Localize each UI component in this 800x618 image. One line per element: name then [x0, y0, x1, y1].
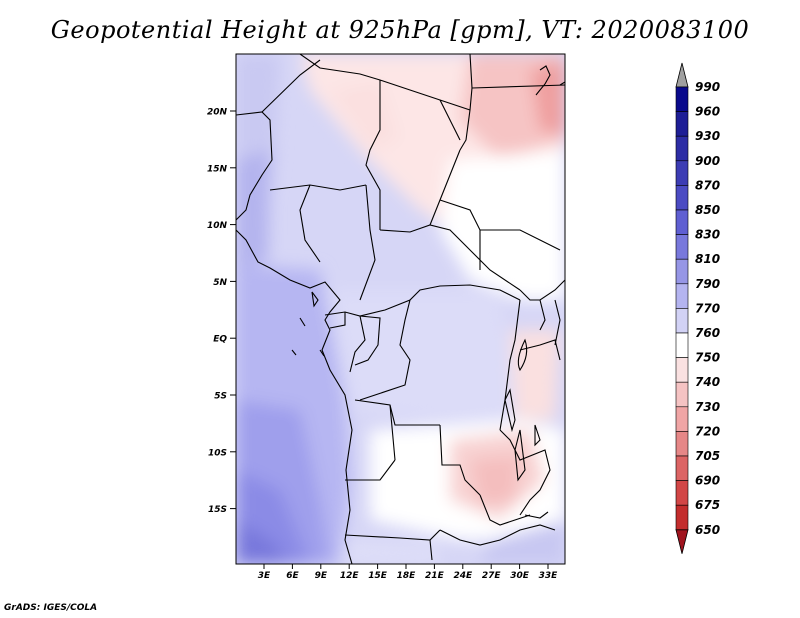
lat-tick-label: 5N	[213, 278, 227, 288]
colorbar-label: 770	[695, 301, 720, 315]
colorbar-swatch	[675, 185, 689, 211]
lon-tick-label: 3E	[258, 571, 271, 581]
lon-tick-label: 33E	[539, 571, 559, 581]
lat-tick-label: EQ	[213, 335, 227, 345]
colorbar-label: 720	[695, 424, 720, 438]
lon-tick-label: 18E	[397, 571, 417, 581]
height-field	[236, 54, 565, 564]
colorbar-label: 960	[695, 105, 720, 119]
lat-tick-label: 20N	[207, 108, 228, 118]
grads-credit: GrADS: IGES/COLA	[4, 603, 98, 613]
colorbar-label: 740	[695, 375, 720, 389]
colorbar-label: 870	[695, 178, 720, 192]
colorbar-top-arrow	[675, 62, 689, 88]
colorbar-label: 690	[695, 474, 720, 488]
colorbar-swatch	[675, 406, 689, 432]
colorbar-label: 705	[695, 449, 720, 463]
colorbar-bottom-arrow	[675, 529, 689, 554]
lon-tick-label: 30E	[510, 571, 530, 581]
colorbar-swatch	[675, 504, 689, 531]
colorbar-label: 760	[695, 326, 720, 340]
colorbar-label: 990	[695, 80, 720, 94]
lat-tick-label: 10N	[207, 221, 228, 231]
lon-tick-label: 24E	[453, 571, 473, 581]
colorbar-label: 750	[695, 351, 720, 365]
colorbar-swatch	[675, 258, 689, 285]
colorbar-swatch	[675, 111, 689, 137]
map-frame	[235, 53, 566, 565]
colorbar-swatch	[675, 160, 689, 186]
colorbar-label: 790	[695, 277, 720, 291]
colorbar-swatch	[675, 283, 689, 309]
colorbar-label: 830	[695, 228, 720, 242]
colorbar-label: 930	[695, 129, 720, 143]
colorbar-swatch	[675, 455, 689, 481]
colorbar-swatch	[675, 381, 689, 408]
lat-tick-label: 15N	[207, 164, 228, 174]
colorbar-swatch	[675, 209, 689, 235]
colorbar-swatch	[675, 308, 689, 334]
colorbar-label: 650	[695, 523, 720, 537]
colorbar-swatch	[675, 431, 689, 457]
lat-tick-label: 10S	[208, 448, 227, 458]
lon-tick-label: 21E	[425, 571, 445, 581]
colorbar-label: 810	[695, 252, 720, 266]
colorbar: 990 960 930 900 870 850 830 810 790 770 760 750 740 7…	[675, 62, 720, 554]
lon-tick-label: 12E	[340, 571, 360, 581]
lon-tick-label: 15E	[368, 571, 388, 581]
latitude-axis: 20N 15N 10N 5N EQ 5S 10S 15S	[207, 108, 236, 515]
colorbar-swatch	[675, 480, 689, 506]
colorbar-swatch	[675, 86, 689, 112]
colorbar-swatch	[675, 357, 689, 383]
colorbar-swatch	[675, 135, 689, 162]
lon-tick-label: 9E	[315, 571, 328, 581]
chart-title: Geopotential Height at 925hPa [gpm], VT:…	[50, 16, 750, 44]
colorbar-swatch	[675, 332, 689, 358]
colorbar-label: 675	[695, 498, 720, 512]
colorbar-swatch	[675, 234, 689, 260]
colorbar-label: 730	[695, 400, 720, 414]
longitude-axis: 3E 6E 9E 12E 15E 18E 21E 24E 27E 30E 33E	[258, 564, 558, 581]
colorbar-label: 900	[695, 154, 720, 168]
lon-tick-label: 6E	[286, 571, 299, 581]
lat-tick-label: 15S	[208, 505, 227, 515]
lat-tick-label: 5S	[214, 392, 227, 402]
colorbar-label: 850	[695, 203, 720, 217]
lon-tick-label: 27E	[482, 571, 502, 581]
